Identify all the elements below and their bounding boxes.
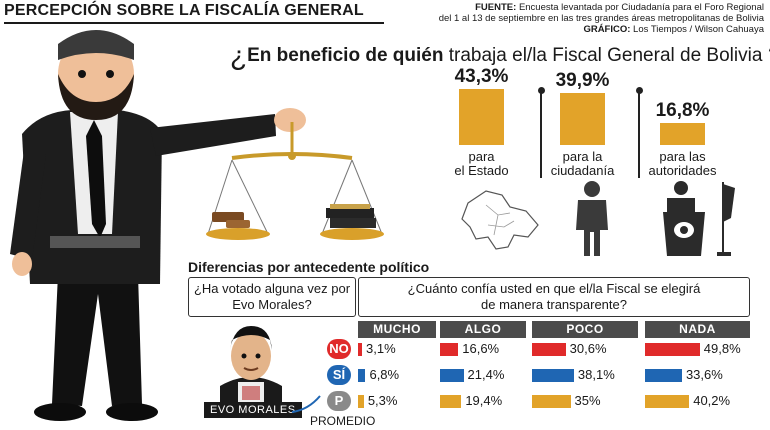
cell-value: 16,6% <box>462 341 500 356</box>
cell-value: 40,2% <box>693 393 731 408</box>
cell-value: 21,4% <box>467 367 505 382</box>
category-label-line: autoridades <box>648 163 717 178</box>
category-label-line: para las <box>659 149 706 164</box>
column-header-nada: NADA <box>645 321 750 338</box>
promedio-label: PROMEDIO <box>310 414 376 428</box>
person-tag: EVO MORALES <box>204 402 302 418</box>
graphic-credit: GRÁFICO: Los Tiempos / Wilson Cahuaya <box>583 24 764 35</box>
divider-line <box>540 92 542 178</box>
cell-value: 49,8% <box>703 341 741 356</box>
bar-value-label: 39,9% <box>555 70 610 92</box>
divider-dot <box>636 87 643 94</box>
bar-3 <box>660 123 705 145</box>
cell-bar <box>645 395 690 408</box>
cell-bar <box>532 395 571 408</box>
cell-bar <box>532 343 566 356</box>
category-label: para las autoridades <box>643 150 723 178</box>
cell-value: 3,1% <box>366 341 396 356</box>
cell-bar <box>358 369 366 382</box>
cell-bar <box>440 369 464 382</box>
category-label: para la ciudadanía <box>543 150 623 178</box>
column-header-poco: POCO <box>532 321 638 338</box>
bar-value-label: 43,3% <box>454 65 509 87</box>
cell-bar <box>358 395 364 408</box>
cell-bar <box>440 395 462 408</box>
bar-1 <box>459 88 504 145</box>
evo-morales-portrait <box>220 326 282 404</box>
pointer-arrow <box>291 395 321 413</box>
cell-bar <box>532 369 574 382</box>
cell-bar <box>358 343 362 356</box>
category-label-line: el Estado <box>454 163 509 178</box>
page-title: PERCEPCIÓN SOBRE LA FISCALÍA GENERAL <box>4 2 364 19</box>
row-badge-si: SÍ <box>327 365 351 385</box>
cell-value: 30,6% <box>569 341 607 356</box>
podium-icon <box>663 181 735 256</box>
category-label: para el Estado <box>442 150 522 178</box>
question-voted-box: ¿Ha votado alguna vez por Evo Morales? <box>188 277 356 317</box>
cell-value: 33,6% <box>685 367 723 382</box>
bar-2 <box>560 93 605 145</box>
category-label-line: para la <box>562 149 603 164</box>
source-line-2: del 1 al 13 de septiembre en las tres gr… <box>438 13 764 24</box>
question-trust-box: ¿Cuánto confía usted en que el/la Fiscal… <box>358 277 750 317</box>
title-underline <box>4 22 384 24</box>
divider-dot <box>538 87 545 94</box>
category-label-line: ciudadanía <box>550 163 615 178</box>
cell-bar <box>645 343 700 356</box>
bolivia-map-icon <box>461 190 539 250</box>
divider-line <box>638 92 640 178</box>
cell-bar <box>645 369 682 382</box>
cell-value: 35% <box>574 393 601 408</box>
cell-value: 38,1% <box>577 367 615 382</box>
column-header-algo: ALGO <box>440 321 526 338</box>
column-header-mucho: MUCHO <box>358 321 436 338</box>
survey-question: ¿En beneficio de quién trabaja el/la Fis… <box>230 40 770 71</box>
row-badge-promedio: P <box>327 391 351 411</box>
bar-value-label: 16,8% <box>655 100 710 122</box>
source-line-1: FUENTE: Encuesta levantada por Ciudadaní… <box>475 2 764 13</box>
section-subtitle: Diferencias por antecedente político <box>188 259 430 275</box>
category-label-line: para <box>468 149 495 164</box>
cell-value: 19,4% <box>465 393 503 408</box>
cell-value: 6,8% <box>369 367 400 382</box>
citizen-icon <box>576 181 608 256</box>
cell-value: 5,3% <box>367 393 398 408</box>
cell-bar <box>440 343 459 356</box>
row-badge-no: NO <box>327 339 351 359</box>
man-holding-scale-illustration <box>10 30 384 421</box>
